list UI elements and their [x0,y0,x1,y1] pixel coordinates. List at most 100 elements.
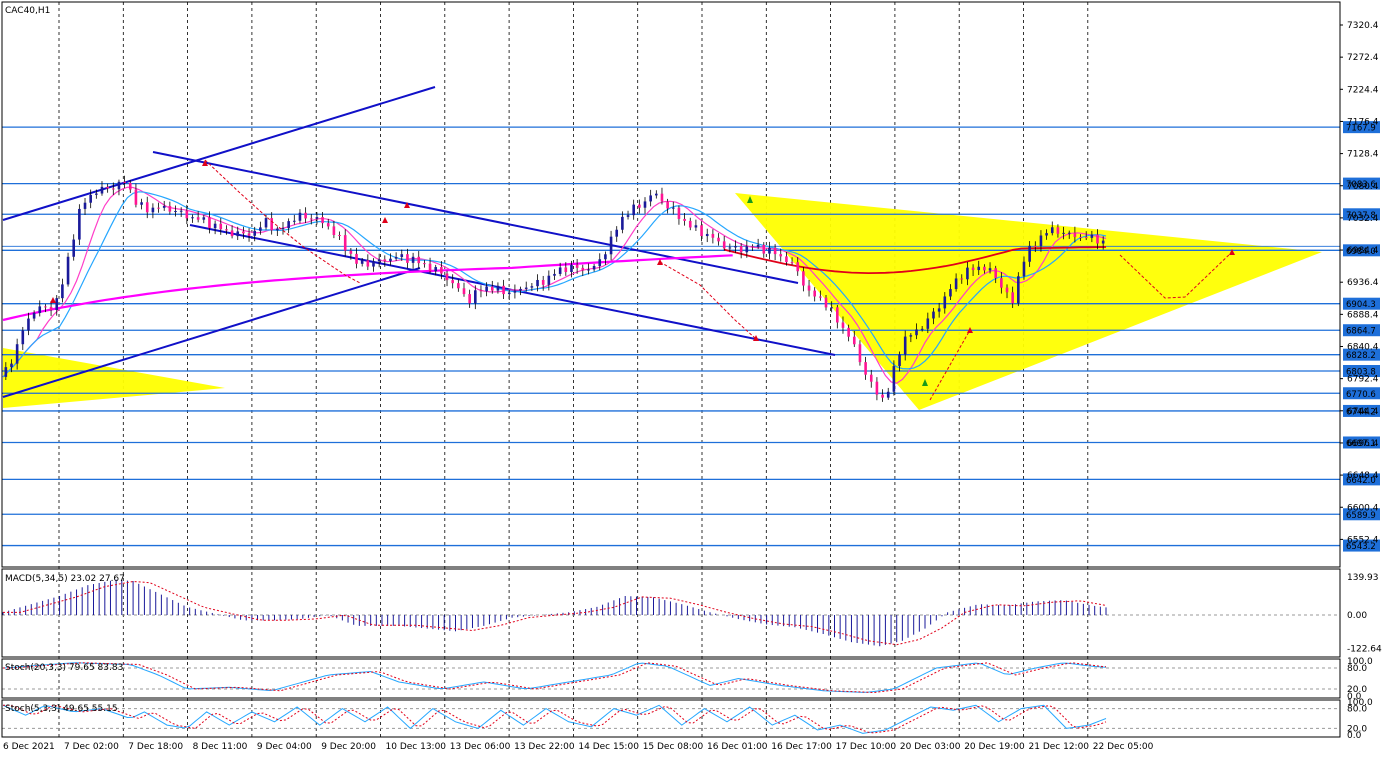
candle-body [78,208,81,240]
candle-body [1056,227,1060,234]
level-tag [1343,436,1380,449]
macd-y-label: 139.93 [1347,573,1379,583]
candle-body [128,182,132,190]
y-tick-label: 6696.4 [1347,439,1379,449]
candle-body [468,294,471,304]
horizontal-levels: 7167.9 7083.6 7037.8 6984.0 6904.3 6864.7 6828… [2,121,1380,552]
level-tag-label: 6803.8 [1346,368,1376,378]
x-tick-label: 15 Dec 08:00 [643,742,704,752]
level-tag-label: 6589.9 [1346,511,1376,521]
candle-body [507,292,511,295]
candle-body [1005,287,1009,293]
candle-body [117,181,121,190]
candle-body [671,207,675,209]
candle-body [44,306,47,308]
x-tick-label: 14 Dec 15:00 [578,742,639,752]
candle-body [819,296,822,298]
level-tag-label: 6828.2 [1346,351,1376,361]
level-tag [1343,208,1380,221]
candle-body [920,328,924,330]
stoch-main-line [2,662,1107,693]
candle-body [909,335,913,337]
level-tag-label: 6543.2 [1346,542,1376,552]
candle-body [1090,234,1094,238]
level-tag-label: 6770.6 [1346,390,1376,400]
x-tick-label: 10 Dec 13:00 [386,742,447,752]
candle-body [106,186,109,189]
level-tag [1343,121,1380,134]
level-tag-label: 6744.2 [1346,407,1376,417]
buy-arrowhead [747,196,753,203]
candle-body [864,362,867,375]
candle-body [626,215,630,217]
projection-path [929,329,971,401]
candle-body [966,267,969,280]
stoch-y-label: 0.0 [1347,692,1362,702]
stoch-y-label: 0.0 [1347,731,1362,741]
candle-body [366,260,370,267]
candle-body [711,233,715,238]
candle-body [915,329,918,336]
candle-body [162,205,166,208]
level-tag [1343,365,1380,378]
stoch-y-label: 100.0 [1347,657,1373,667]
candle-body [541,279,545,285]
candle-body [10,363,13,368]
candle-body [547,275,551,285]
candle-body [343,235,347,251]
candle-body [276,228,279,231]
candle-body [440,267,443,274]
candle-body [394,257,398,259]
level-tag [1343,404,1380,417]
candle-body [451,280,454,284]
candle-body [253,230,257,236]
candle-body [61,284,64,299]
candle-body [383,259,387,262]
y-tick-label: 7320.4 [1347,21,1379,31]
candle-body [802,271,805,286]
candle-body [954,278,958,290]
candle-body [666,201,669,209]
candle-body [355,253,358,264]
candle-body [869,374,873,382]
stoch-5-frame [1,699,1341,738]
candle-body [49,306,53,310]
candle-body [638,204,641,208]
candle-body [926,318,930,329]
stoch-5-title: Stoch(5,3,3) 49.65 55.15 [5,704,118,714]
candle-body [575,264,579,268]
y-tick-label: 6552.4 [1347,535,1379,545]
x-tick-label: 20 Dec 19:00 [964,742,1025,752]
candle-body [304,212,307,219]
stoch-y-label: 80.0 [1347,664,1367,674]
candle-body [1062,232,1065,234]
candle-body [457,283,460,289]
candle-body [462,288,466,295]
candle-body [519,288,522,291]
candle-body [32,312,36,319]
stoch-y-label: 100.0 [1347,698,1373,708]
candle-body [270,218,273,231]
candle-body [598,259,602,267]
candle-body [768,247,771,254]
candle-body [898,354,901,367]
candle-body [932,311,935,319]
candle-body [852,336,856,345]
candle-body [100,186,104,194]
candle-body [988,268,992,271]
x-tick-label: 17 Dec 10:00 [836,742,897,752]
y-tick-label: 6888.4 [1347,310,1379,320]
stoch-signal-line [3,704,1107,734]
candle-body [836,307,839,323]
stoch-20-panel: 100.080.0 20.00.0 [2,657,1373,702]
candle-body [202,217,206,220]
candle-body [1050,227,1054,234]
candle-body [615,229,619,237]
channel-line [2,86,436,221]
projection-path [204,159,361,284]
candle-body [66,256,70,285]
x-tick-label: 22 Dec 05:00 [1093,742,1154,752]
candle-body [377,259,381,262]
candle-body [1022,261,1026,277]
